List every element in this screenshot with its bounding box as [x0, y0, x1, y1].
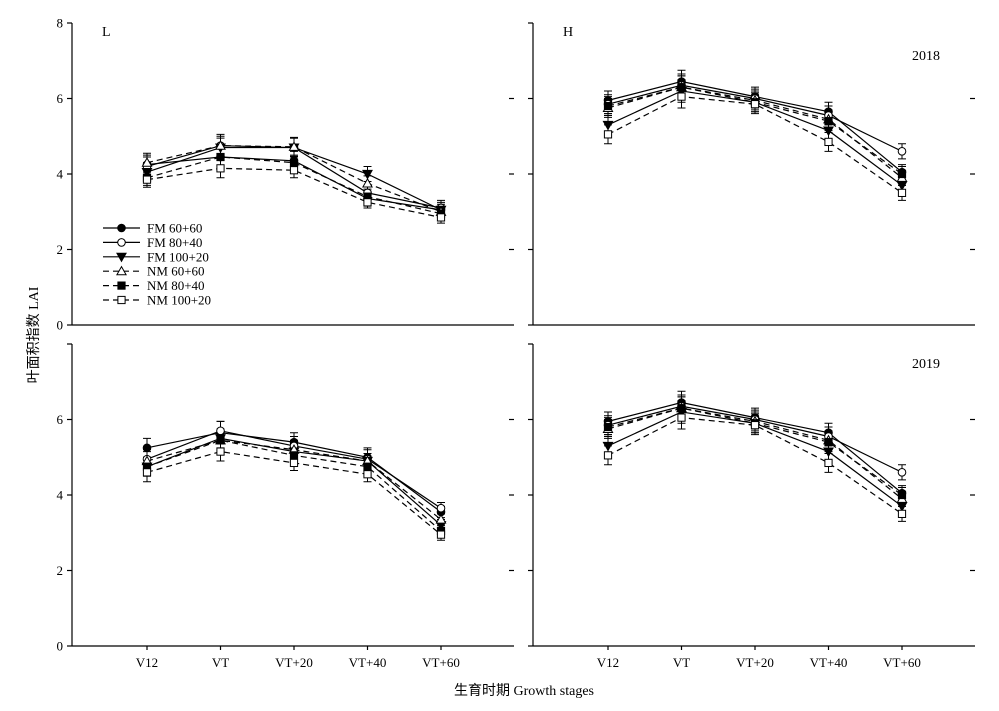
data-point-nm-80-40-vt-40 — [363, 462, 372, 471]
data-point-fm-100-20-vt-40 — [362, 169, 373, 180]
data-point-nm-100-20-vt-20 — [289, 166, 299, 175]
panel-label: H — [563, 25, 573, 40]
y-tick-label: 2 — [57, 242, 64, 257]
data-point-nm-100-20-vt-60 — [436, 213, 446, 222]
data-point-nm-80-40-vt-20 — [289, 158, 299, 167]
data-point-nm-100-20-vt — [677, 413, 686, 422]
y-tick-label: 4 — [57, 167, 64, 182]
y-tick-label: 2 — [57, 563, 64, 578]
data-point-nm-100-20-vt-40 — [363, 470, 372, 479]
data-point-nm-100-20-vt-20 — [750, 421, 760, 430]
legend-label: FM 60+60 — [147, 221, 202, 236]
y-tick-label: 0 — [57, 318, 64, 333]
data-point-nm-100-20-v12 — [142, 175, 152, 184]
legend-label: NM 60+60 — [147, 264, 205, 279]
x-tick-label: VT+60 — [422, 655, 460, 670]
year-label: 2019 — [912, 357, 940, 372]
series-line-nm-60-60 — [146, 145, 442, 213]
chart-panel-3: V12 VT VT+20 VT+40 VT+60 2019 — [528, 343, 975, 670]
data-point-nm-100-20-v12 — [142, 468, 152, 477]
data-point-nm-100-20-vt-40 — [824, 137, 833, 147]
y-tick-label: 6 — [57, 91, 64, 106]
x-tick-label: VT+20 — [275, 655, 313, 670]
legend-marker-nm-100-20 — [117, 295, 126, 305]
chart-panel-1: H 2018 — [528, 22, 975, 326]
data-point-nm-100-20-v12 — [603, 451, 613, 460]
data-point-nm-100-20-vt-60 — [897, 509, 907, 518]
data-point-nm-80-40-vt — [216, 436, 225, 445]
data-point-fm-80-40-vt-60 — [897, 468, 907, 477]
series-line-nm-100-20 — [607, 416, 903, 515]
x-tick-label: VT+20 — [736, 655, 774, 670]
chart-panel-2: 0 2 4 6 V12 VT VT+20 VT+40 VT+60 — [57, 343, 514, 670]
y-tick-label: 0 — [57, 639, 64, 654]
x-tick-label: V12 — [136, 655, 158, 670]
data-point-nm-80-40-vt — [677, 404, 686, 413]
data-point-nm-100-20-vt — [216, 447, 225, 456]
data-point-fm-60-60-v12 — [142, 443, 152, 453]
x-tick-label: VT+60 — [883, 655, 921, 670]
y-tick-label: 4 — [57, 488, 64, 503]
data-point-nm-80-40-vt-40 — [824, 438, 833, 447]
panel-label: L — [102, 25, 111, 40]
data-point-nm-100-20-vt-20 — [750, 100, 760, 109]
data-point-nm-80-40-v12 — [603, 422, 613, 432]
x-axis-title: 生育时期 Growth stages — [454, 683, 594, 699]
data-point-nm-100-20-vt-40 — [363, 198, 372, 207]
data-point-fm-100-20-v12 — [602, 441, 614, 452]
legend-label: NM 80+40 — [147, 278, 205, 293]
data-point-nm-80-40-vt — [216, 152, 225, 162]
data-point-nm-80-40-vt-40 — [824, 117, 833, 126]
y-tick-label: 6 — [57, 412, 64, 427]
y-tick-label: 8 — [57, 16, 64, 31]
data-point-nm-100-20-vt — [216, 164, 225, 173]
data-point-fm-100-20-v12 — [141, 168, 153, 178]
x-tick-label: V12 — [597, 655, 619, 670]
x-tick-label: VT — [212, 655, 229, 670]
data-point-nm-80-40-vt-60 — [897, 490, 907, 500]
x-tick-label: VT — [673, 655, 690, 670]
data-point-nm-60-60-vt-60 — [435, 513, 447, 524]
data-point-nm-100-20-v12 — [603, 130, 613, 139]
data-point-nm-100-20-vt-40 — [824, 458, 833, 468]
series-line-nm-100-20 — [146, 167, 442, 219]
data-point-fm-100-20-vt-40 — [823, 126, 834, 137]
data-point-nm-60-60-vt — [215, 140, 226, 150]
x-tick-label: VT+40 — [349, 655, 387, 670]
y-axis-title: 叶面积指数 LAI — [26, 286, 42, 383]
data-point-nm-60-60-v12 — [141, 157, 153, 167]
data-point-nm-100-20-vt — [677, 92, 686, 101]
data-point-fm-80-40-vt — [216, 426, 225, 436]
legend-marker-fm-60-60 — [117, 223, 126, 233]
data-point-nm-60-60-vt-20 — [288, 141, 300, 151]
data-point-nm-80-40-vt — [677, 83, 686, 92]
data-point-fm-100-20-v12 — [602, 120, 614, 131]
legend-marker-nm-80-40 — [117, 281, 126, 290]
data-point-nm-80-40-v12 — [603, 101, 613, 111]
data-point-fm-100-20-vt-40 — [823, 447, 834, 458]
data-point-nm-100-20-vt-60 — [897, 188, 907, 197]
x-tick-label: VT+40 — [810, 655, 848, 670]
data-point-fm-100-20-vt-60 — [896, 181, 908, 191]
legend-label: NM 100+20 — [147, 293, 211, 308]
series-line-nm-100-20 — [607, 95, 903, 194]
legend-marker-fm-100-20 — [116, 252, 127, 263]
data-point-fm-80-40-vt-60 — [436, 503, 446, 513]
data-point-nm-100-20-vt-20 — [289, 458, 299, 468]
legend-marker-fm-80-40 — [117, 238, 126, 247]
legend-label: FM 100+20 — [147, 249, 209, 264]
data-point-fm-80-40-vt-60 — [897, 147, 907, 156]
data-point-nm-60-60-vt-40 — [362, 177, 373, 188]
legend-marker-nm-60-60 — [116, 265, 127, 276]
legend-label: FM 80+40 — [147, 235, 202, 250]
year-label: 2018 — [912, 49, 940, 64]
data-point-nm-80-40-vt-20 — [289, 451, 299, 460]
data-point-nm-100-20-vt-60 — [436, 530, 446, 539]
data-point-nm-80-40-vt-60 — [897, 169, 907, 179]
